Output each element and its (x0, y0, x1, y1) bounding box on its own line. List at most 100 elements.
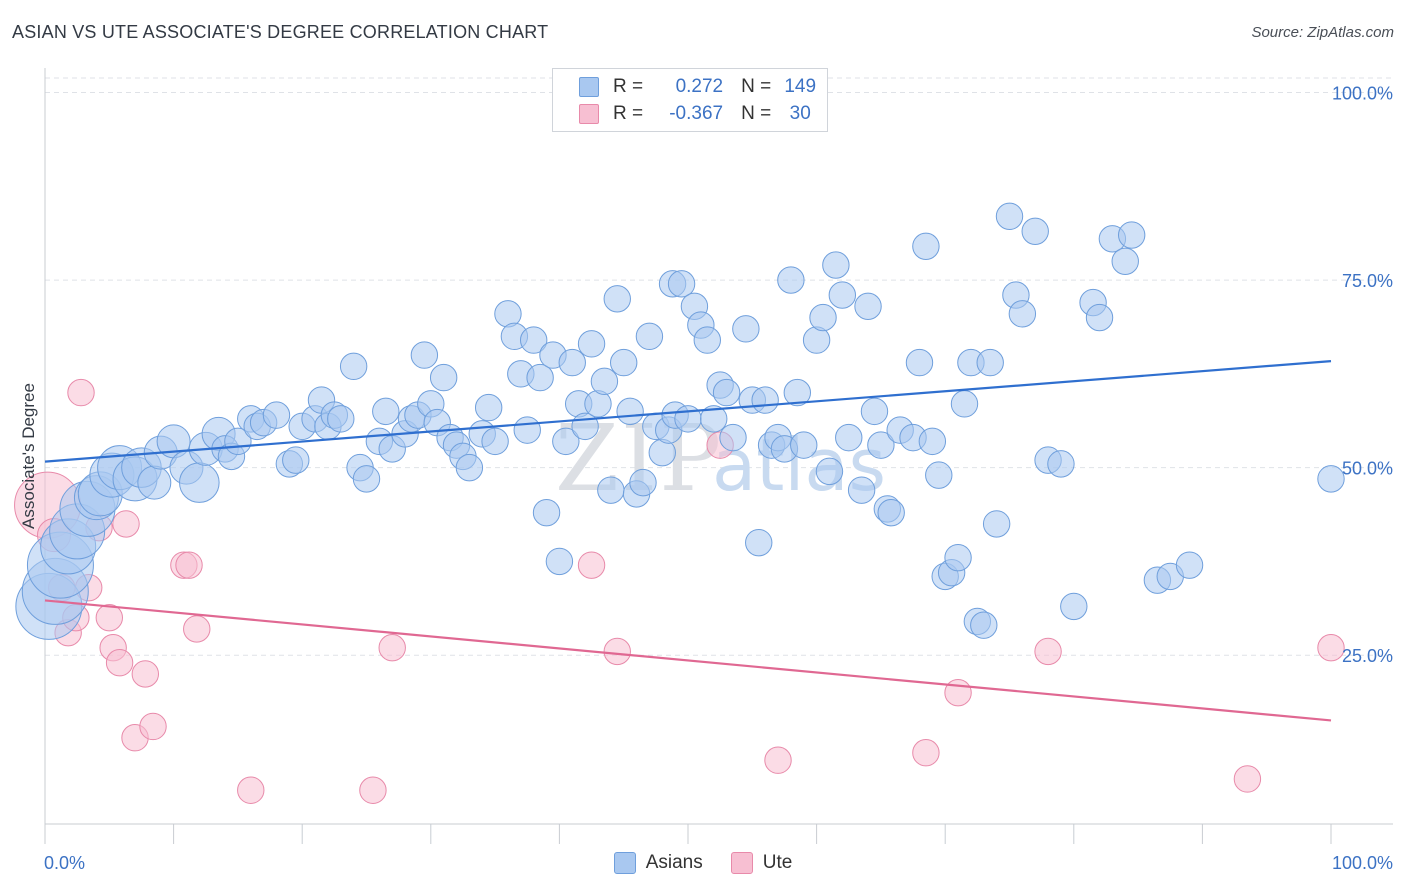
asian-point (790, 431, 818, 459)
ute-point (378, 633, 406, 662)
asian-point (925, 461, 953, 489)
asian-point (1008, 300, 1037, 328)
ute-point (105, 648, 134, 677)
asian-point (1117, 221, 1146, 249)
asian-point (732, 315, 760, 343)
chart-title: ASIAN VS UTE ASSOCIATE'S DEGREE CORRELAT… (12, 22, 549, 42)
asian-point (558, 348, 586, 377)
asian-point (352, 465, 381, 493)
ute-point (139, 712, 167, 741)
ute-point (95, 603, 124, 632)
asian-point (339, 352, 368, 381)
asian-point (667, 270, 696, 298)
ute-swatch (579, 104, 599, 124)
ute-point (112, 510, 140, 538)
r-value: -0.367 (669, 103, 724, 124)
legend-label-ute: Ute (762, 852, 793, 873)
r-label: R = (613, 103, 644, 124)
asian-point (474, 393, 503, 422)
asian-point (860, 397, 889, 426)
asian-point (835, 423, 863, 452)
asian-point (590, 367, 619, 396)
ute-point (944, 679, 972, 707)
r-label: R = (613, 76, 644, 97)
asian-point (137, 465, 172, 500)
ute-point (1034, 637, 1062, 666)
legend-item-ute[interactable]: Ute (730, 852, 793, 874)
y-axis-label: Associate's Degree (19, 383, 38, 529)
asian-point (603, 285, 631, 313)
ute-point (1233, 765, 1262, 793)
asian-point (577, 330, 606, 358)
ute-point (183, 615, 211, 643)
asian-point (571, 412, 599, 441)
series-legend: Asians Ute (0, 852, 1406, 874)
n-label: N = (741, 103, 772, 124)
asian-point (745, 528, 773, 557)
asian-point (950, 390, 979, 418)
asian-point (629, 468, 657, 497)
asians-swatch (613, 852, 636, 874)
y-tick-label: 75.0% (1342, 271, 1393, 291)
ute-point (237, 776, 265, 804)
asian-point (995, 202, 1024, 230)
trend-lines (44, 359, 1332, 722)
r-value: 0.272 (675, 76, 724, 97)
asian-point (532, 498, 561, 527)
asian-point (1317, 465, 1345, 493)
asian-point (616, 397, 644, 426)
asian-point (597, 476, 625, 504)
asian-point (700, 405, 728, 433)
asian-points (15, 202, 1345, 640)
ute-swatch (730, 852, 753, 874)
asian-point (526, 363, 554, 392)
ute-points (14, 378, 1345, 804)
asian-point (712, 378, 741, 407)
asian-point (918, 427, 947, 456)
asian-point (815, 457, 844, 486)
asian-point (1111, 247, 1139, 276)
ute-point (764, 746, 792, 774)
asians-swatch (579, 77, 599, 97)
asian-point (1021, 217, 1049, 246)
ute-point (67, 378, 95, 407)
asian-point (481, 427, 509, 456)
asian-point (912, 232, 940, 261)
ute-trend-line (44, 599, 1332, 722)
legend-row-ute: R = -0.367 N = 30 (579, 101, 819, 127)
asian-point (976, 348, 1004, 377)
asian-point (867, 431, 895, 459)
legend-row-asians: R = 0.272 N = 149 (579, 74, 819, 100)
asian-point (552, 427, 580, 456)
asian-point (751, 386, 779, 414)
legend-label-asians: Asians (645, 852, 703, 873)
n-value: 149 (784, 76, 817, 97)
asian-point (282, 446, 310, 474)
y-tick-label: 50.0% (1342, 459, 1393, 479)
ute-point (603, 637, 631, 666)
asian-point (877, 498, 905, 527)
asian-point (905, 348, 934, 377)
axis-labels: 25.0% 50.0% 75.0% 100.0% 0.0% 100.0% Associate… (19, 84, 1393, 873)
x-tick-label-start: 0.0% (44, 853, 85, 873)
asian-point (854, 292, 882, 321)
asian-point (777, 266, 805, 294)
ute-point (1317, 633, 1345, 662)
source-note: Source: ZipAtlas.com (1251, 24, 1394, 41)
asian-point (327, 405, 355, 433)
asian-trend-line (44, 359, 1332, 463)
asian-point (519, 326, 548, 354)
ute-point (175, 551, 203, 579)
asian-point (693, 326, 721, 354)
y-tick-label: 25.0% (1342, 646, 1393, 666)
axes (44, 68, 1393, 844)
n-value: 30 (789, 103, 811, 124)
asian-point (179, 462, 220, 503)
ute-point (577, 551, 606, 579)
legend-item-asians[interactable]: Asians (613, 852, 703, 874)
correlation-legend: R = 0.272 N = 149 R = -0.367 N = 30 (552, 68, 828, 132)
asian-point (783, 378, 812, 407)
n-label: N = (741, 76, 772, 97)
asian-point (372, 397, 400, 426)
